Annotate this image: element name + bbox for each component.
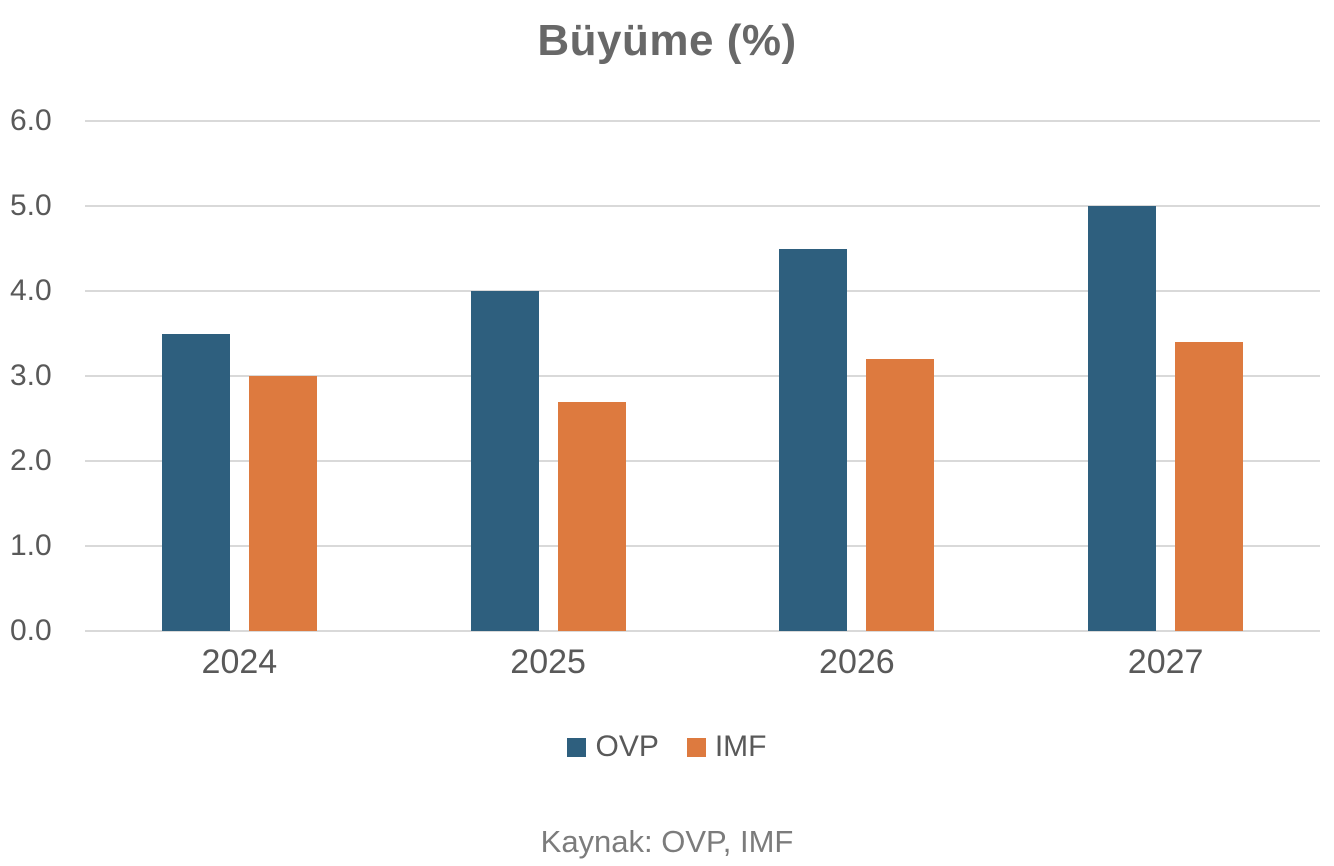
x-axis-label-2027: 2027: [1127, 643, 1204, 681]
legend: OVP IMF: [0, 730, 1334, 764]
legend-swatch-ovp: [567, 737, 587, 757]
y-axis-tick-label: 4.0: [10, 274, 52, 307]
x-axis-label-2026: 2026: [819, 643, 895, 681]
x-axis-label-2024: 2024: [201, 643, 278, 681]
y-axis-tick-label: 0.0: [10, 614, 52, 647]
legend-item-ovp: OVP: [567, 730, 659, 764]
y-axis-tick-label: 6.0: [10, 104, 52, 137]
y-axis-tick-label: 5.0: [10, 189, 52, 222]
bar-ovp-2025: [470, 291, 539, 631]
bar-imf-2024: [248, 376, 317, 631]
gridline: [85, 375, 1320, 377]
bar-imf-2026: [866, 359, 935, 631]
bar-ovp-2024: [161, 333, 230, 631]
source-note: Kaynak: OVP, IMF: [540, 824, 794, 859]
x-axis-labels: 2024 2025 2026 2027: [85, 643, 1320, 682]
legend-swatch-imf: [686, 737, 706, 757]
legend-label-imf: IMF: [714, 730, 767, 763]
bar-ovp-2027: [1088, 206, 1157, 631]
y-axis-tick-label: 3.0: [10, 359, 52, 392]
legend-label-ovp: OVP: [595, 730, 659, 763]
plot-area: 0.0 1.0 2.0 3.0 4.0 5.0 6.0 2024 2025 2026 2027: [10, 106, 1320, 681]
bar-imf-2025: [557, 401, 626, 631]
y-axis-tick-label: 2.0: [10, 444, 52, 477]
gridline: [85, 630, 1320, 632]
chart-title: Büyüme (%): [537, 16, 797, 65]
gridline: [85, 205, 1320, 207]
bar-group-2026: [703, 121, 1012, 631]
gridline: [85, 460, 1320, 462]
bar-groups: [85, 121, 1320, 631]
bar-group-2025: [394, 121, 703, 631]
x-axis-label-2025: 2025: [510, 643, 586, 681]
legend-item-imf: IMF: [686, 730, 767, 764]
gridline: [85, 120, 1320, 122]
bar-group-2027: [1011, 121, 1320, 631]
bar-ovp-2026: [779, 248, 848, 631]
bar-group-2024: [85, 121, 394, 631]
gridline: [85, 545, 1320, 547]
gridline: [85, 290, 1320, 292]
y-axis-tick-label: 1.0: [10, 529, 52, 562]
bar-imf-2027: [1175, 342, 1244, 631]
